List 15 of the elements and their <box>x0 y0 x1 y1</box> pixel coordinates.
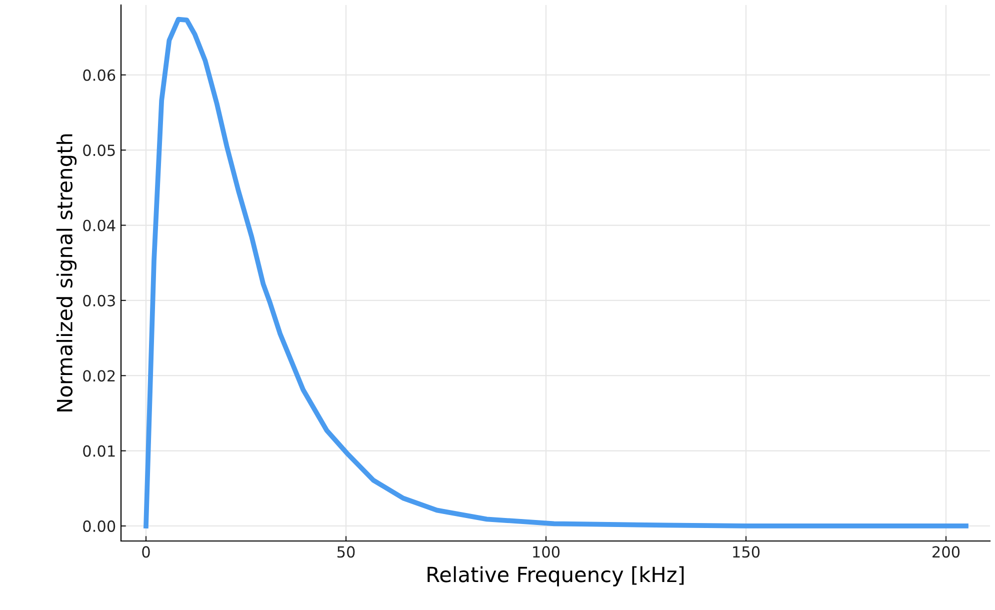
x-tick-label: 0 <box>142 546 150 558</box>
y-tick-label: 0.02 <box>83 370 115 382</box>
x-tick-label: 50 <box>337 546 355 558</box>
y-tick-label: 0.03 <box>83 294 115 306</box>
y-tick-label: 0.06 <box>83 69 116 81</box>
y-axis-title: Normalized signal strength <box>56 134 77 412</box>
x-tick-label: 150 <box>733 546 760 558</box>
x-tick-label: 200 <box>932 546 960 558</box>
y-tick-label: 0.01 <box>83 445 115 457</box>
x-tick-label: 100 <box>533 546 560 558</box>
x-axis-title: Relative Frequency [kHz] <box>428 566 684 586</box>
line-series <box>144 16 968 528</box>
y-tick-label: 0.05 <box>83 144 115 156</box>
y-tick-label: 0.00 <box>83 520 116 532</box>
y-tick-label: 0.04 <box>83 220 116 232</box>
